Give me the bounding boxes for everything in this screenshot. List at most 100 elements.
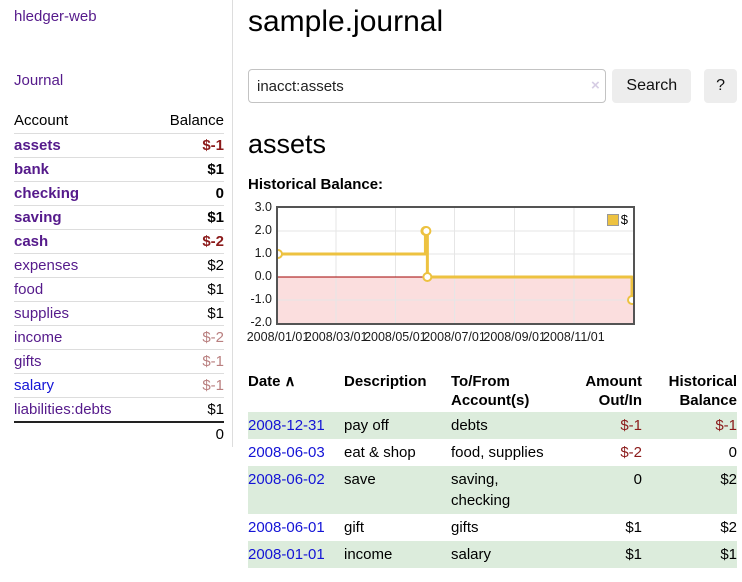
y-axis-tick-label: 3.0 xyxy=(254,200,272,214)
transaction-accounts: food, supplies xyxy=(451,444,544,461)
legend-series-label: $ xyxy=(620,212,628,227)
accounts-header-balance: Balance xyxy=(169,112,224,129)
col-header-date[interactable]: Date ∧ xyxy=(248,373,296,390)
account-row: gifts $-1 xyxy=(14,349,224,374)
search-button[interactable]: Search xyxy=(612,69,692,103)
account-balance: $-2 xyxy=(145,229,224,254)
x-axis-tick-label: 2008/03/01 xyxy=(304,330,368,344)
account-row: assets $-1 xyxy=(14,133,224,158)
search-form: × Search ? xyxy=(248,69,737,103)
help-button[interactable]: ? xyxy=(704,69,737,103)
page-title: sample.journal xyxy=(248,5,444,38)
transaction-date-link[interactable]: 2008-01-01 xyxy=(248,546,325,563)
transaction-description: eat & shop xyxy=(344,444,416,461)
app-title-link[interactable]: hledger-web xyxy=(14,8,97,25)
x-axis-tick-label: 2008/11/01 xyxy=(543,330,605,344)
col-header-amount: Amount Out/In xyxy=(585,373,642,409)
account-balance: $-1 xyxy=(145,373,224,398)
account-row: cash $-2 xyxy=(14,229,224,254)
x-axis-tick-label: 2008/09/01 xyxy=(483,330,546,344)
y-axis-tick-label: -1.0 xyxy=(250,292,272,306)
account-row: liabilities:debts $1 xyxy=(14,397,224,422)
transactions-header-row: Date ∧ Description To/From Account(s) Amo… xyxy=(248,368,737,412)
transaction-accounts: debts xyxy=(451,417,488,434)
account-link[interactable]: saving xyxy=(14,209,62,226)
transaction-date-link[interactable]: 2008-06-03 xyxy=(248,444,325,461)
transaction-date-link[interactable]: 2008-06-01 xyxy=(248,519,325,536)
transaction-accounts: saving, checking xyxy=(451,471,511,509)
sort-asc-icon: ∧ xyxy=(284,373,296,390)
account-link[interactable]: supplies xyxy=(14,305,70,322)
account-link[interactable]: liabilities:debts xyxy=(14,401,112,418)
x-axis-tick-label: 2008/01/01 xyxy=(246,330,310,344)
chart-svg xyxy=(278,208,633,323)
transaction-date-link[interactable]: 2008-12-31 xyxy=(248,417,325,434)
chart-plot-area: $ xyxy=(276,206,635,325)
account-link[interactable]: expenses xyxy=(14,257,79,274)
account-link[interactable]: bank xyxy=(14,161,50,178)
accounts-header-row: Account Balance xyxy=(14,109,224,134)
transaction-balance: $2 xyxy=(720,471,737,488)
transaction-amount: 0 xyxy=(633,471,642,488)
account-row: supplies $1 xyxy=(14,301,224,326)
col-header-tofrom: To/From Account(s) xyxy=(451,373,530,409)
transaction-accounts: gifts xyxy=(451,519,479,536)
accounts-tbody: assets $-1 bank $1 checking 0 saving $1 cash $-2 e… xyxy=(14,133,224,422)
y-axis-tick-label: 0.0 xyxy=(254,269,272,283)
transaction-amount: $1 xyxy=(625,519,642,536)
transactions-tbody: 2008-12-31 pay off debts $-1 $-1 2008-06-03 ea… xyxy=(248,412,737,568)
account-heading: assets xyxy=(248,129,327,159)
account-link[interactable]: food xyxy=(14,281,44,298)
account-balance: $1 xyxy=(145,205,224,230)
col-header-balance: Historical Balance xyxy=(668,373,737,409)
accounts-total-value: 0 xyxy=(145,421,224,446)
transaction-description: gift xyxy=(344,519,365,536)
account-link[interactable]: checking xyxy=(14,185,80,202)
account-balance: $-1 xyxy=(145,349,224,374)
col-header-description: Description xyxy=(344,373,427,390)
transaction-amount: $-1 xyxy=(620,417,642,434)
account-balance: 0 xyxy=(145,181,224,206)
transaction-row: 2008-06-03 eat & shop food, supplies $-2 0 xyxy=(248,439,737,466)
account-link[interactable]: cash xyxy=(14,233,49,250)
sidebar: hledger-web Journal Account Balance asse… xyxy=(0,0,233,447)
account-balance: $1 xyxy=(145,157,224,182)
x-axis-tick-label: 2008/07/01 xyxy=(423,330,486,344)
account-balance: $-2 xyxy=(145,325,224,350)
accounts-total-row: 0 xyxy=(14,421,224,446)
account-balance: $2 xyxy=(145,253,224,278)
transaction-row: 2008-06-01 gift gifts $1 $2 xyxy=(248,514,737,541)
account-row: salary $-1 xyxy=(14,373,224,398)
search-input[interactable] xyxy=(248,69,607,103)
main-content: sample.journal × Search ? assets Histori… xyxy=(246,0,737,568)
transaction-description: save xyxy=(344,471,376,488)
transaction-balance: 0 xyxy=(728,444,737,461)
account-link[interactable]: gifts xyxy=(14,353,42,370)
transaction-amount: $1 xyxy=(625,546,642,563)
transaction-balance: $-1 xyxy=(715,417,737,434)
transaction-balance: $2 xyxy=(720,519,737,536)
transaction-date-link[interactable]: 2008-06-02 xyxy=(248,471,325,488)
transaction-row: 2008-06-02 save saving, checking 0 $2 xyxy=(248,466,737,514)
transaction-row: 2008-12-31 pay off debts $-1 $-1 xyxy=(248,412,737,439)
sidebar-item-journal[interactable]: Journal xyxy=(14,72,64,89)
y-axis-tick-label: 1.0 xyxy=(254,246,272,260)
account-row: bank $1 xyxy=(14,157,224,182)
account-link[interactable]: salary xyxy=(14,377,55,394)
clear-search-icon[interactable]: × xyxy=(591,77,600,94)
accounts-header-account: Account xyxy=(14,112,69,129)
y-axis-tick-label: -2.0 xyxy=(250,315,272,329)
account-link[interactable]: income xyxy=(14,329,63,346)
y-axis-tick-label: 2.0 xyxy=(254,223,272,237)
accounts-table: Account Balance assets $-1 bank $1 checking 0… xyxy=(14,109,224,446)
account-balance: $1 xyxy=(145,301,224,326)
account-balance: $1 xyxy=(145,277,224,302)
chart-legend: $ xyxy=(604,211,630,228)
transaction-accounts: salary xyxy=(451,546,492,563)
legend-swatch-icon xyxy=(606,213,619,226)
transaction-description: income xyxy=(344,546,393,563)
historical-balance-chart: $ 2008/01/01 2008/03/01 2008/05/01 2008/07/… xyxy=(246,200,737,348)
transaction-description: pay off xyxy=(344,417,389,434)
account-link[interactable]: assets xyxy=(14,137,61,154)
x-axis-tick-label: 2008/05/01 xyxy=(364,330,427,344)
